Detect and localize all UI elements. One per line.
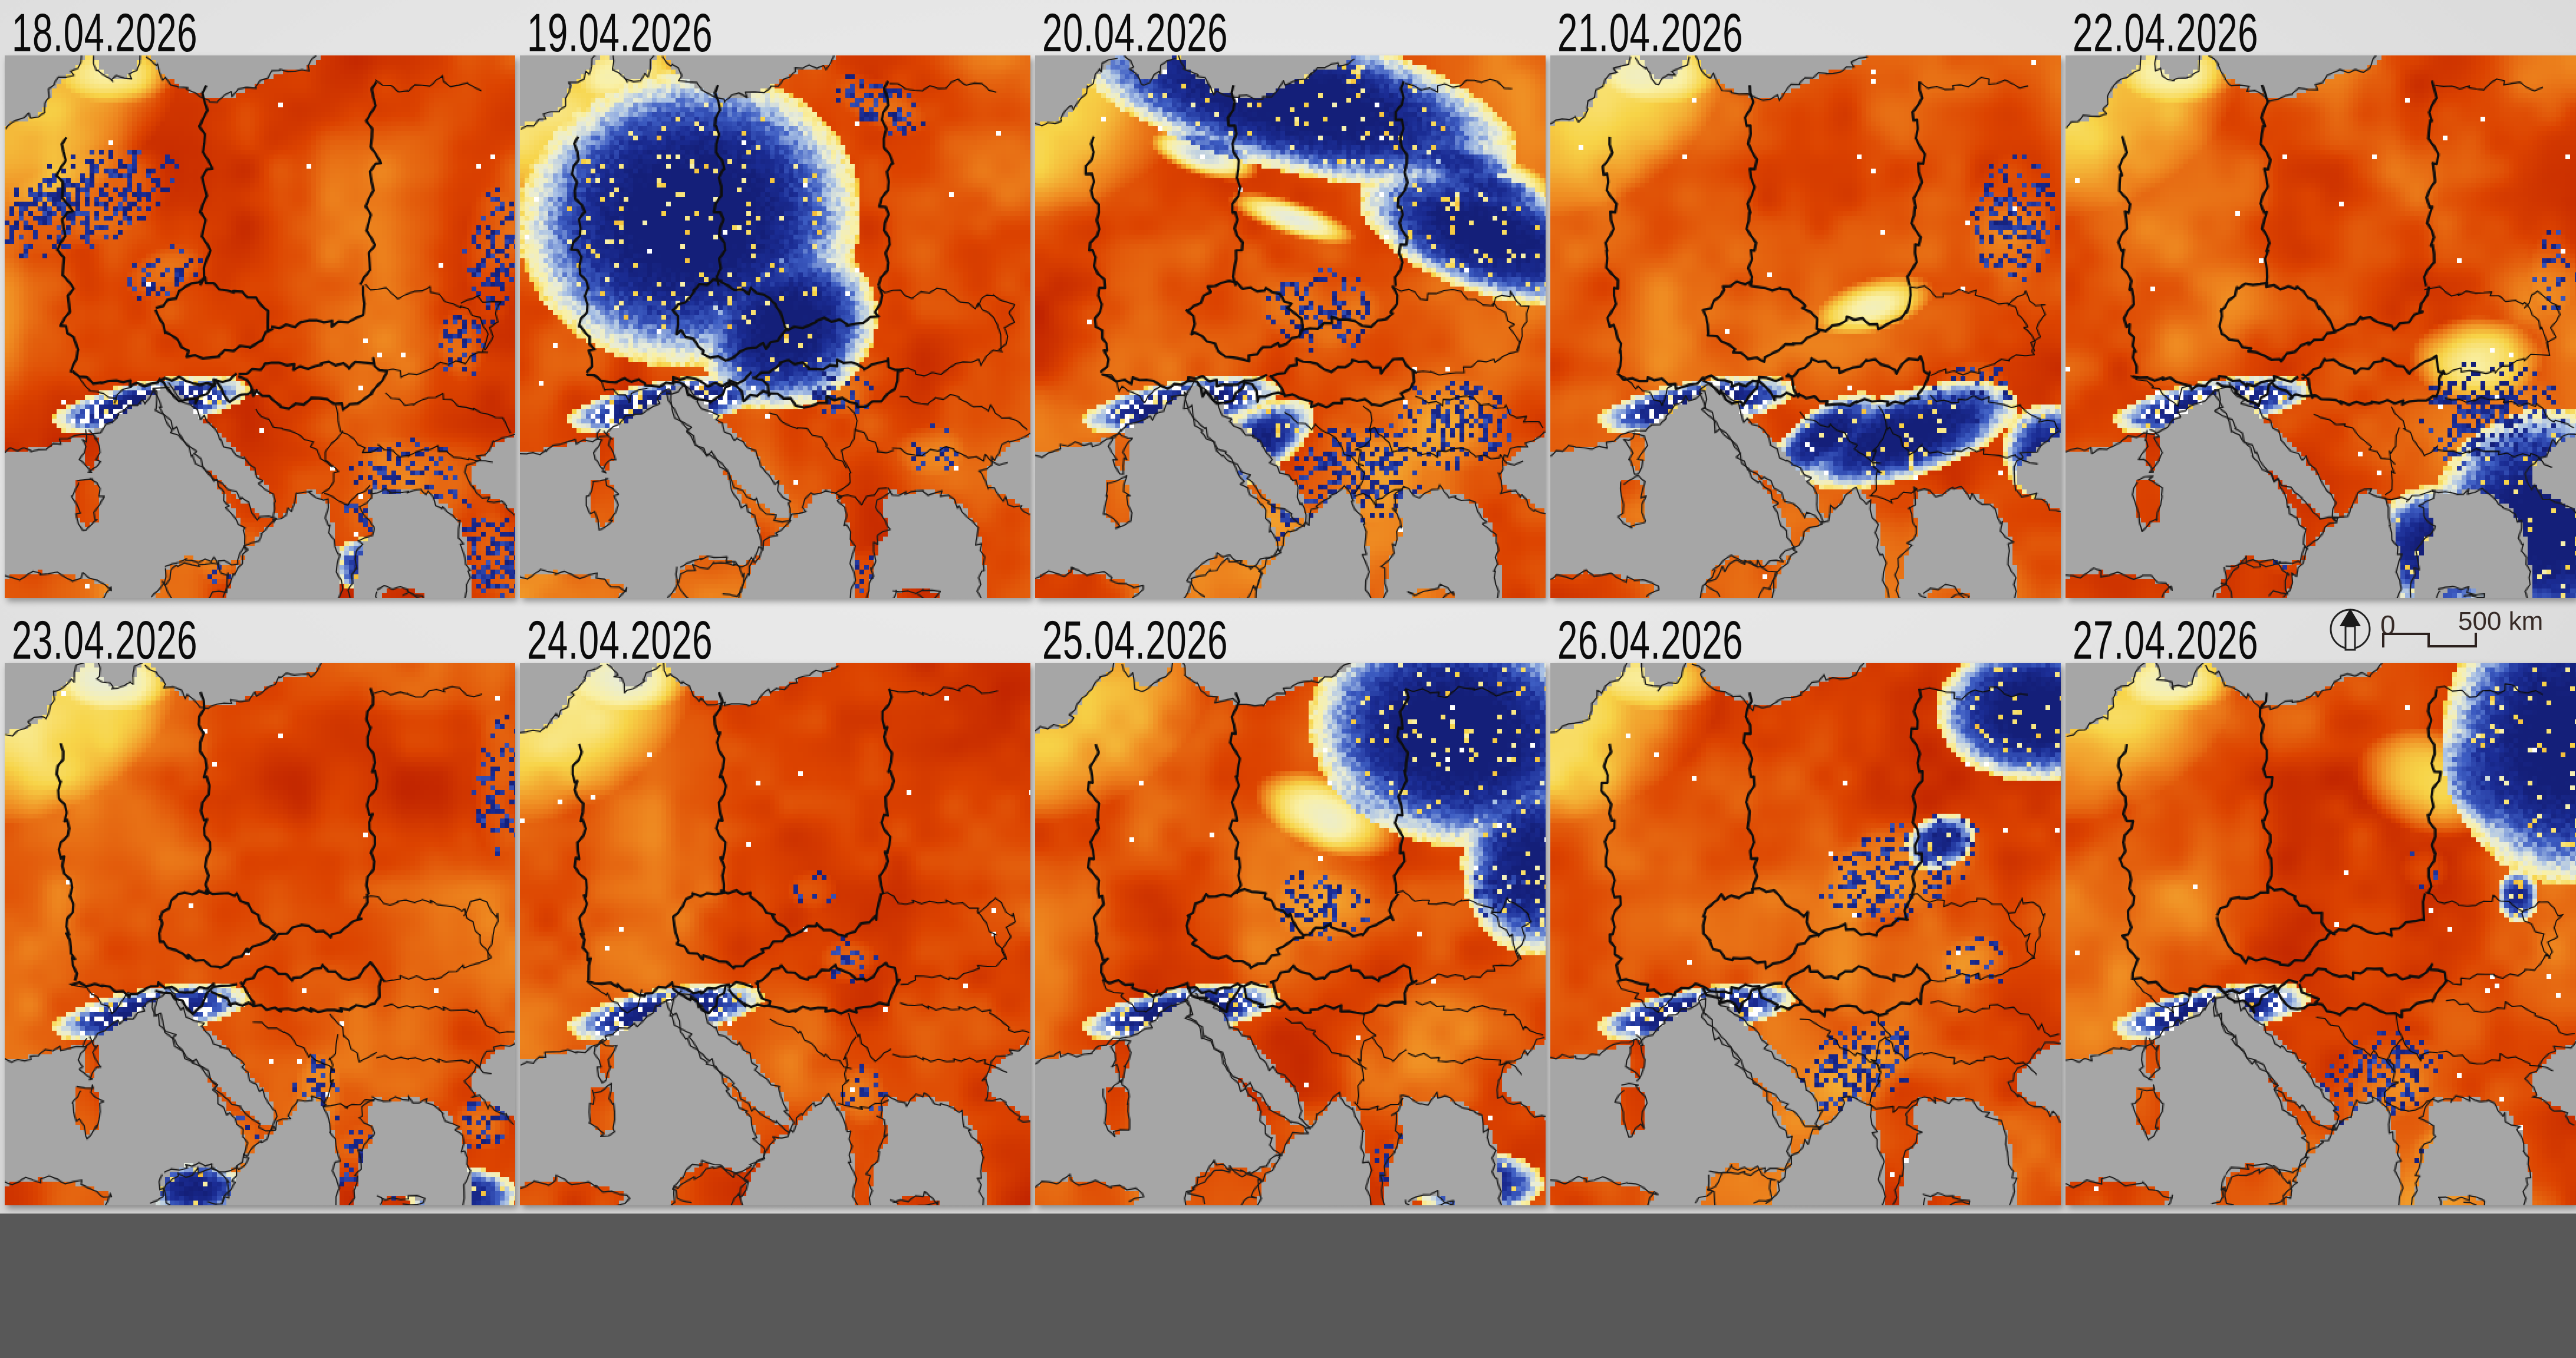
map-date-label: 22.04.2026 — [2073, 3, 2259, 63]
map-date-label: 23.04.2026 — [12, 610, 198, 670]
map-cell — [520, 663, 1030, 1205]
fuel-moisture-map-canvas — [520, 55, 1030, 598]
scalebar-distance: 500 km — [2458, 607, 2543, 636]
map-cell — [1550, 663, 2061, 1205]
fuel-moisture-map-canvas — [2066, 55, 2576, 598]
north-arrow-icon — [2330, 609, 2371, 651]
map-date-label: 27.04.2026 — [2073, 610, 2259, 670]
fuel-moisture-map-canvas — [5, 663, 515, 1205]
map-date-label: 26.04.2026 — [1557, 610, 1744, 670]
fuel-moisture-map-canvas — [1550, 663, 2061, 1205]
fuel-moisture-map-canvas — [2066, 663, 2576, 1205]
map-cell — [1035, 55, 1546, 598]
scalebar-group: 0 500 km — [2330, 607, 2543, 651]
map-cell — [2066, 55, 2576, 598]
map-date-label: 18.04.2026 — [12, 3, 198, 63]
fuel-moisture-map-canvas — [1035, 663, 1546, 1205]
map-date-label: 24.04.2026 — [527, 610, 713, 670]
fuel-moisture-map-canvas — [1035, 55, 1546, 598]
map-date-label: 21.04.2026 — [1557, 3, 1744, 63]
map-cell — [5, 55, 515, 598]
map-cell — [520, 55, 1030, 598]
footer: CzechGlobe Ústav výzkumu globální změny … — [0, 1214, 2576, 1358]
fuel-moisture-map-canvas — [520, 663, 1030, 1205]
map-date-label: 20.04.2026 — [1042, 3, 1228, 63]
fuel-moisture-map-canvas — [1550, 55, 2061, 598]
map-cell — [1035, 663, 1546, 1205]
fuel-moisture-map-canvas — [5, 55, 515, 598]
map-cell — [5, 663, 515, 1205]
map-cell — [2066, 663, 2576, 1205]
map-cell — [1550, 55, 2061, 598]
scalebar-line — [2382, 633, 2477, 647]
map-date-label: 25.04.2026 — [1042, 610, 1228, 670]
map-date-label: 19.04.2026 — [527, 3, 713, 63]
